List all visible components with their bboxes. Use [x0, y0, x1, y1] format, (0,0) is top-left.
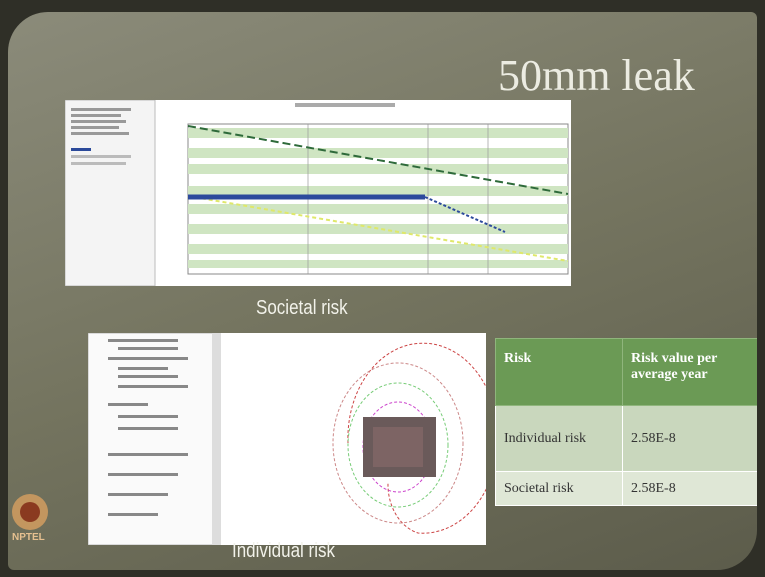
caption: Societal risk: [256, 297, 348, 319]
caption: Individual risk: [232, 540, 335, 562]
societal-risk-image: [65, 100, 571, 286]
table-header: Risk Risk value per average year: [495, 338, 757, 406]
cell: 2.58E-8: [622, 471, 757, 506]
cell: 2.58E-8: [622, 405, 757, 472]
slide: 50mm leak Societal risk Individual risk: [8, 12, 757, 570]
risk-table: Risk Risk value per average year Individ…: [495, 338, 757, 506]
cell: Societal risk: [495, 471, 623, 506]
slide-title: 50mm leak: [498, 51, 695, 100]
header-cell: Risk: [495, 338, 623, 406]
header-cell: Risk value per average year: [622, 338, 757, 406]
logo-emblem: [12, 494, 48, 530]
individual-risk-image: [88, 333, 486, 545]
logo: NPTEL: [12, 532, 45, 543]
table-row: Individual risk 2.58E-8: [495, 405, 757, 472]
cell: Individual risk: [495, 405, 623, 472]
table-row: Societal risk 2.58E-8: [495, 471, 757, 506]
